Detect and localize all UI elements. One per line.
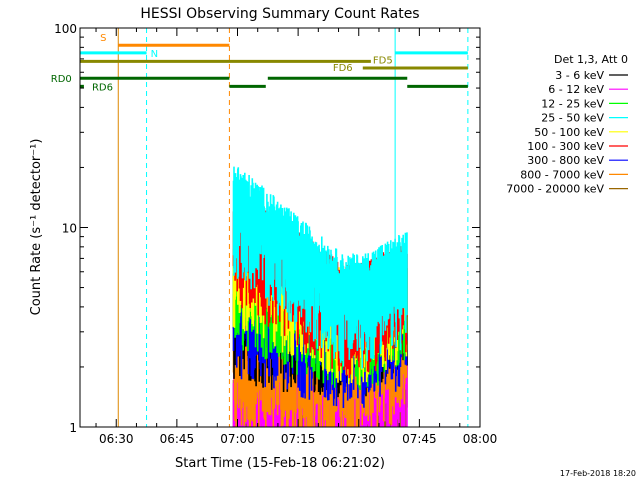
flag-label-rd6: RD6 xyxy=(92,82,113,93)
axes: 06:30 06:45 07:00 07:15 07:30 07:45 08:00 1 10 10… xyxy=(54,22,497,446)
legend-header: Det 1,3, Att 0 xyxy=(554,53,628,66)
legend-entry-label-5: 100 - 300 keV xyxy=(527,140,604,153)
y-tick-label-2: 100 xyxy=(54,22,77,36)
legend-entry-label-4: 50 - 100 keV xyxy=(534,126,604,139)
legend-entry-label-3: 25 - 50 keV xyxy=(541,112,604,125)
footer-timestamp: 17-Feb-2018 18:20 xyxy=(560,469,636,478)
x-tick-label-0: 06:30 xyxy=(99,432,134,446)
flag-bars: S N FD5 FD6 RD0 RD6 xyxy=(51,33,468,93)
legend-entry-label-2: 12 - 25 keV xyxy=(541,97,604,110)
y-tick-label-1: 10 xyxy=(62,222,77,236)
plot-area xyxy=(79,28,469,427)
flag-label-rd0: RD0 xyxy=(51,74,72,85)
flag-label-fd6: FD6 xyxy=(333,63,353,74)
legend-entry-label-0: 3 - 6 keV xyxy=(555,69,604,82)
legend-entry-label-7: 800 - 7000 keV xyxy=(520,168,604,181)
legend-entry-label-1: 6 - 12 keV xyxy=(548,83,604,96)
x-tick-label-4: 07:30 xyxy=(341,432,376,446)
legend-entry-label-8: 7000 - 20000 keV xyxy=(506,183,604,196)
x-tick-label-6: 08:00 xyxy=(463,432,498,446)
chart-title: HESSI Observing Summary Count Rates xyxy=(140,6,419,22)
flag-label-s: S xyxy=(100,33,106,44)
x-tick-label-5: 07:45 xyxy=(402,432,437,446)
y-tick-label-0: 1 xyxy=(69,421,77,435)
flag-label-fd5: FD5 xyxy=(373,55,393,66)
x-axis-label: Start Time (15-Feb-18 06:21:02) xyxy=(175,456,385,471)
legend-entry-label-6: 300 - 800 keV xyxy=(527,154,604,167)
y-axis-label: Count Rate (s⁻¹ detector⁻¹) xyxy=(29,139,44,316)
flag-label-n: N xyxy=(151,49,158,60)
x-tick-label-1: 06:45 xyxy=(160,432,195,446)
series-trace-3 xyxy=(232,166,408,369)
x-tick-label-2: 07:00 xyxy=(220,432,255,446)
x-tick-label-3: 07:15 xyxy=(281,432,316,446)
